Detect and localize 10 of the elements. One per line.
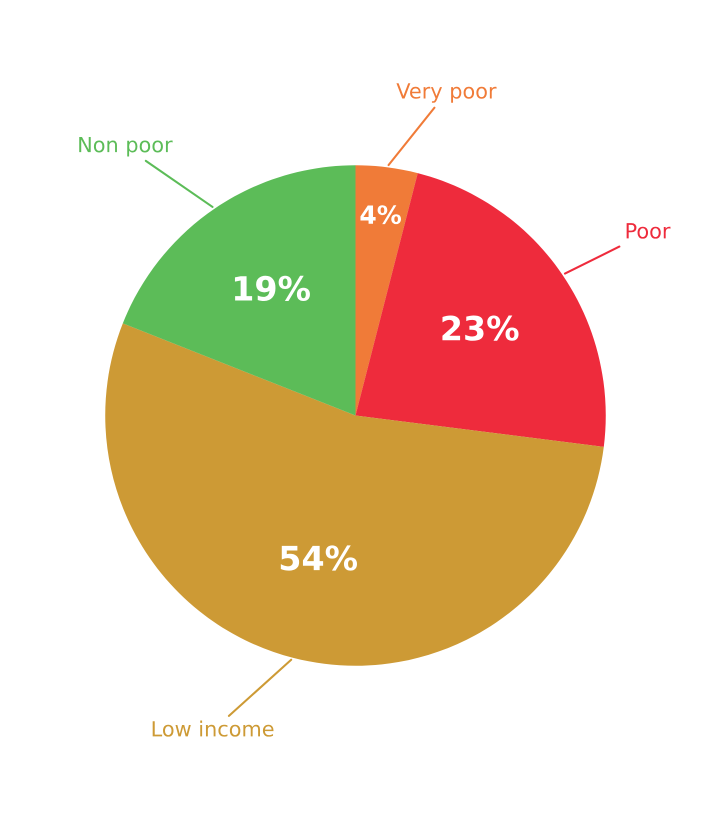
data-label: 23% — [442, 316, 519, 341]
slice-label: Non poor — [79, 136, 173, 156]
slice-label: Poor — [626, 223, 670, 239]
pie-slice — [356, 173, 606, 447]
data-label: 19% — [234, 276, 310, 301]
slice-label: Low income — [152, 720, 274, 737]
pie-slice — [122, 165, 356, 416]
data-label: 54% — [280, 545, 357, 571]
slice-label: Very poor — [396, 83, 497, 103]
data-label: 4% — [360, 205, 402, 224]
